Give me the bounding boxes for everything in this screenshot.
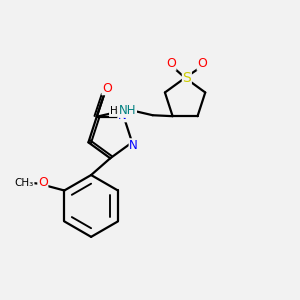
- Text: CH₃: CH₃: [15, 178, 34, 188]
- Text: N: N: [118, 109, 127, 122]
- Text: H: H: [110, 106, 117, 116]
- Text: O: O: [166, 57, 176, 70]
- Text: N: N: [129, 139, 138, 152]
- Text: O: O: [102, 82, 112, 94]
- Text: O: O: [197, 57, 207, 70]
- Text: O: O: [38, 176, 48, 189]
- Text: NH: NH: [119, 104, 136, 117]
- Text: S: S: [182, 71, 191, 85]
